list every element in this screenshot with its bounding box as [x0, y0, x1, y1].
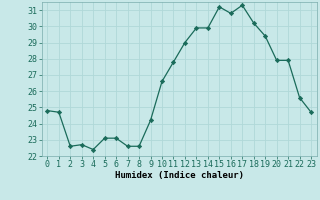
- X-axis label: Humidex (Indice chaleur): Humidex (Indice chaleur): [115, 171, 244, 180]
